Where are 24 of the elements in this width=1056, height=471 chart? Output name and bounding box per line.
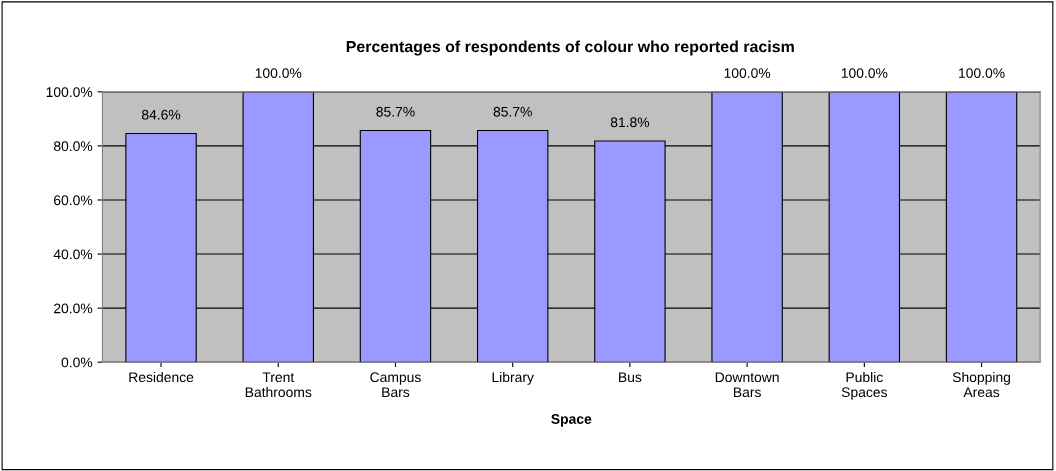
x-axis-title: Space <box>551 414 592 427</box>
y-tick-label: 60.0% <box>54 195 93 206</box>
data-label: 81.8% <box>610 117 650 128</box>
x-tick-label: Campus Bars <box>370 372 421 398</box>
x-tick-label: Downtown Bars <box>715 372 779 398</box>
y-tick-label: 20.0% <box>54 303 93 314</box>
data-label: 100.0% <box>724 68 771 78</box>
data-label: 100.0% <box>959 68 1005 78</box>
x-tick-label: Public Spaces <box>841 371 887 400</box>
data-label: 100.0% <box>841 68 888 78</box>
data-label: 85.7% <box>493 106 532 117</box>
chart-title: Percentages of respondents of colour who reported racism <box>346 40 794 56</box>
x-tick-label: Library <box>492 371 534 385</box>
data-label: 85.7% <box>376 106 415 117</box>
x-tick-label: Residence <box>129 371 194 383</box>
data-label: 84.6% <box>141 109 181 120</box>
y-tick-label: 100.0% <box>46 87 93 98</box>
x-tick-label: Shopping Areas <box>952 371 1011 398</box>
y-tick-label: 80.0% <box>53 141 93 152</box>
data-label: 100.0% <box>255 68 302 78</box>
x-tick-label: Trent Bathrooms <box>245 372 312 398</box>
y-tick-label: 0.0% <box>61 357 93 368</box>
x-tick-label: Bus <box>619 372 642 383</box>
y-tick-label: 40.0% <box>53 249 93 260</box>
